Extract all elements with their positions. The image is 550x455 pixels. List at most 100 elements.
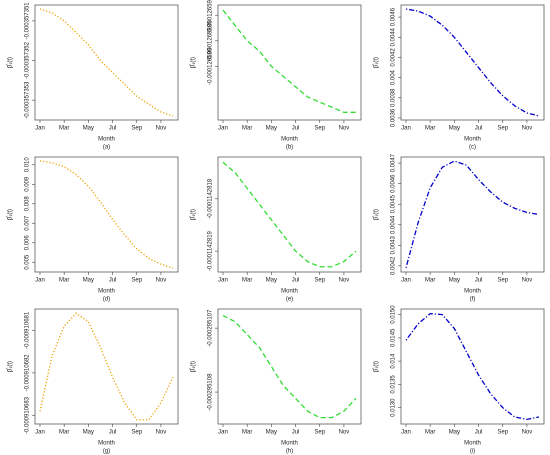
y-tick-label: -0.0001265985 bbox=[208, 20, 214, 61]
y-tick-label: 0.0150 bbox=[391, 305, 397, 324]
y-axis-label: β̂₁(t) bbox=[8, 361, 14, 372]
y-tick-label: 0.0145 bbox=[391, 328, 397, 347]
x-tick-label: Jul bbox=[475, 278, 483, 284]
plot-frame bbox=[217, 4, 362, 121]
y-tick-label: 0.0045 bbox=[391, 194, 397, 213]
x-axis-label: Month bbox=[464, 137, 481, 143]
x-tick-label: Sep bbox=[131, 430, 142, 436]
caption: (g) bbox=[103, 449, 110, 455]
y-tick-label: 0.0046 bbox=[391, 174, 397, 193]
x-tick-label: Jan bbox=[401, 278, 411, 284]
x-tick-label: Mar bbox=[242, 126, 252, 132]
x-tick-label: May bbox=[83, 126, 94, 132]
y-tick-label: 0.005 bbox=[25, 254, 31, 270]
y-tick-label: -0.000295108 bbox=[208, 373, 214, 411]
y-tick-label: 0.0042 bbox=[391, 256, 397, 275]
x-axis-label: Month bbox=[98, 289, 115, 295]
x-tick-label: Nov bbox=[156, 430, 167, 436]
y-tick-label: -0.000357352 bbox=[25, 41, 31, 79]
x-tick-label: Nov bbox=[522, 126, 533, 132]
x-tick-label: Sep bbox=[314, 126, 325, 132]
x-tick-label: Sep bbox=[497, 278, 508, 284]
x-tick-label: Sep bbox=[314, 430, 325, 436]
y-tick-label: 0.0047 bbox=[391, 153, 397, 172]
x-tick-label: Mar bbox=[425, 126, 435, 132]
x-tick-label: Mar bbox=[425, 430, 435, 436]
x-tick-label: Jan bbox=[35, 430, 45, 436]
x-axis-label: Month bbox=[281, 289, 298, 295]
y-tick-label: -0.000910682 bbox=[25, 354, 31, 392]
y-tick-label: -0.000910683 bbox=[25, 396, 31, 434]
x-tick-label: Jul bbox=[109, 126, 117, 132]
y-tick-label: 0.006 bbox=[25, 235, 31, 251]
x-axis-label: Month bbox=[281, 137, 298, 143]
y-tick-label: 0.0044 bbox=[391, 215, 397, 234]
data-line bbox=[222, 314, 357, 419]
x-tick-label: Mar bbox=[59, 278, 69, 284]
x-tick-label: May bbox=[266, 278, 277, 284]
x-tick-label: Jul bbox=[292, 278, 300, 284]
data-line bbox=[222, 161, 357, 268]
caption: (a) bbox=[103, 145, 110, 151]
y-tick-label: 0.0046 bbox=[391, 7, 397, 26]
y-tick-label: -0.0001142818 bbox=[208, 178, 214, 219]
x-axis-label: Month bbox=[98, 441, 115, 447]
data-line bbox=[222, 9, 356, 113]
x-tick-label: Jan bbox=[218, 278, 228, 284]
x-tick-label: Sep bbox=[131, 126, 142, 132]
data-line bbox=[39, 160, 174, 269]
x-tick-label: Sep bbox=[314, 278, 325, 284]
x-tick-label: May bbox=[266, 126, 277, 132]
x-tick-label: Jul bbox=[109, 430, 117, 436]
y-tick-label: -0.000357351 bbox=[25, 2, 31, 40]
caption: (i) bbox=[470, 449, 475, 455]
plot-frame bbox=[34, 4, 179, 121]
y-tick-label: -0.000295107 bbox=[208, 309, 214, 347]
x-tick-label: Jul bbox=[475, 126, 483, 132]
x-tick-label: Mar bbox=[242, 278, 252, 284]
y-tick-label: 0.014 bbox=[391, 353, 397, 369]
y-tick-label: 0.0042 bbox=[391, 48, 397, 67]
y-tick-label: -0.0001142819 bbox=[208, 230, 214, 271]
x-tick-label: May bbox=[266, 430, 277, 436]
y-tick-label: -0.000126598 bbox=[208, 0, 214, 34]
caption: (h) bbox=[286, 449, 293, 455]
x-tick-label: May bbox=[449, 126, 460, 132]
data-line bbox=[405, 160, 540, 269]
x-tick-label: May bbox=[83, 278, 94, 284]
x-axis-label: Month bbox=[281, 441, 298, 447]
y-tick-label: -0.000910681 bbox=[25, 311, 31, 349]
x-tick-label: Nov bbox=[156, 126, 167, 132]
x-tick-label: May bbox=[83, 430, 94, 436]
x-tick-label: Nov bbox=[339, 430, 350, 436]
y-axis-label: β̂₁(t) bbox=[374, 361, 380, 372]
y-tick-label: 0.0130 bbox=[391, 398, 397, 417]
plot-frame bbox=[34, 156, 179, 273]
y-tick-label: 0.0135 bbox=[391, 375, 397, 394]
y-axis-label: β̂₁(t) bbox=[8, 57, 14, 68]
plot-frame bbox=[400, 308, 545, 425]
plot-frame bbox=[400, 4, 545, 121]
y-axis-label: β̂₁(t) bbox=[374, 209, 380, 220]
x-tick-label: Jul bbox=[292, 126, 300, 132]
caption: (c) bbox=[469, 145, 476, 151]
caption: (d) bbox=[103, 297, 110, 303]
y-tick-label: 0.0036 bbox=[391, 108, 397, 127]
data-line bbox=[405, 312, 540, 421]
x-tick-label: Sep bbox=[497, 430, 508, 436]
data-line bbox=[405, 8, 540, 117]
x-tick-label: Jul bbox=[475, 430, 483, 436]
x-tick-label: Jan bbox=[35, 126, 45, 132]
x-tick-label: Nov bbox=[522, 278, 533, 284]
y-tick-label: 0.0038 bbox=[391, 88, 397, 107]
caption: (b) bbox=[286, 145, 293, 151]
y-tick-label: 0.008 bbox=[25, 196, 31, 212]
plot-frame bbox=[217, 156, 362, 273]
plot-frame bbox=[34, 308, 179, 425]
caption: (e) bbox=[286, 297, 293, 303]
y-tick-label: 0.0044 bbox=[391, 27, 397, 46]
x-axis-label: Month bbox=[98, 137, 115, 143]
x-tick-label: Nov bbox=[522, 430, 533, 436]
x-tick-label: Jan bbox=[218, 126, 228, 132]
plot-frame bbox=[400, 156, 545, 273]
